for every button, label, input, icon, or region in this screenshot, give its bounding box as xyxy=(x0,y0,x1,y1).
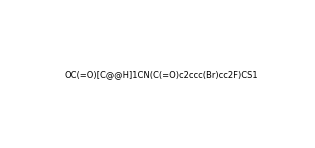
Text: OC(=O)[C@@H]1CN(C(=O)c2ccc(Br)cc2F)CS1: OC(=O)[C@@H]1CN(C(=O)c2ccc(Br)cc2F)CS1 xyxy=(65,70,258,79)
